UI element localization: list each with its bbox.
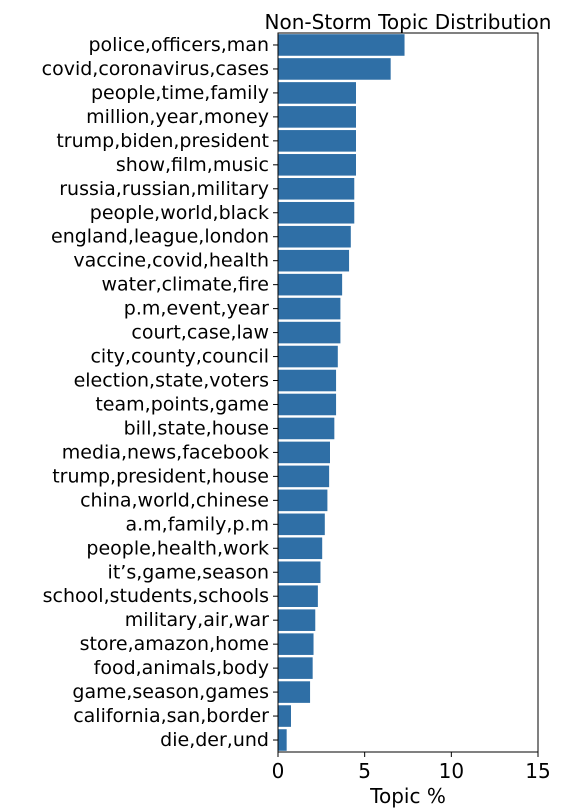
- bar: [278, 633, 314, 655]
- plot-frame: [277, 32, 539, 753]
- bar: [278, 513, 325, 536]
- x-axis: 0 5 10 15: [272, 752, 551, 783]
- bar: [278, 177, 355, 200]
- y-tick-label: team,points,game: [95, 393, 269, 415]
- bar: [278, 297, 341, 320]
- y-tick-label: store,amazon,home: [80, 633, 269, 655]
- bar: [278, 489, 328, 512]
- bar: [278, 585, 318, 608]
- y-tick-labels: police,officers,mancovid,coronavirus,cas…: [42, 34, 278, 751]
- y-tick-label: trump,biden,president: [56, 130, 269, 152]
- bar: [278, 729, 287, 751]
- y-tick-label: it’s,game,season: [108, 561, 269, 583]
- bar: [278, 249, 350, 272]
- y-tick-label: people,health,work: [86, 537, 269, 559]
- y-tick-label: food,animals,body: [94, 657, 269, 679]
- x-tick-label: 5: [358, 759, 371, 783]
- bar: [278, 369, 337, 392]
- bar: [278, 561, 321, 584]
- bar: [278, 681, 311, 703]
- bar: [278, 58, 391, 80]
- bar: [278, 537, 323, 560]
- chart-title: Non-Storm Topic Distribution: [265, 10, 552, 34]
- y-tick-label: media,news,facebook: [62, 441, 269, 463]
- bar: [278, 154, 356, 176]
- bar: [278, 106, 356, 128]
- bar: [278, 225, 351, 248]
- x-tick-label: 15: [525, 759, 550, 783]
- bar: [278, 130, 356, 152]
- y-tick-label: show,film,music: [116, 154, 269, 176]
- y-tick-label: school,students,schools: [43, 585, 269, 607]
- y-tick-label: military,air,war: [125, 609, 269, 631]
- x-tick-label: 10: [439, 759, 464, 783]
- y-tick-label: england,league,london: [51, 226, 269, 248]
- y-tick-label: covid,coronavirus,cases: [42, 58, 269, 80]
- bar: [278, 201, 355, 224]
- y-tick-label: water,climate,fire: [101, 274, 269, 296]
- bar: [278, 345, 338, 368]
- bar: [278, 273, 343, 296]
- bar: [278, 34, 405, 56]
- y-tick-label: bill,state,house: [124, 417, 269, 439]
- bars-group: [278, 34, 405, 751]
- bar: [278, 441, 330, 464]
- y-tick-label: game,season,games: [72, 681, 269, 703]
- y-tick-label: russia,russian,military: [59, 178, 269, 200]
- bar: [278, 465, 330, 488]
- y-tick-label: election,state,voters: [74, 370, 269, 392]
- bar: [278, 321, 341, 344]
- x-tick-label: 0: [272, 759, 285, 783]
- y-tick-label: people,world,black: [90, 202, 269, 224]
- y-tick-label: california,san,border: [73, 705, 269, 727]
- y-tick-label: die,der,und: [160, 729, 269, 751]
- y-tick-label: police,officers,man: [89, 34, 270, 56]
- x-axis-label: Topic %: [369, 784, 446, 808]
- y-tick-label: city,county,council: [90, 346, 269, 368]
- bar: [278, 393, 337, 416]
- y-tick-label: china,world,chinese: [80, 489, 269, 511]
- y-tick-label: a.m,family,p.m: [125, 513, 269, 535]
- bar: [278, 657, 313, 679]
- y-tick-label: court,case,law: [131, 322, 269, 344]
- y-tick-label: p.m,event,year: [124, 298, 269, 320]
- y-tick-label: vaccine,covid,health: [73, 250, 269, 272]
- bar: [278, 609, 316, 631]
- bar: [278, 82, 356, 104]
- y-tick-label: people,time,family: [91, 82, 269, 104]
- y-tick-label: trump,president,house: [52, 465, 269, 487]
- y-tick-label: million,year,money: [86, 106, 269, 128]
- bar: [278, 705, 291, 727]
- bar: [278, 417, 335, 440]
